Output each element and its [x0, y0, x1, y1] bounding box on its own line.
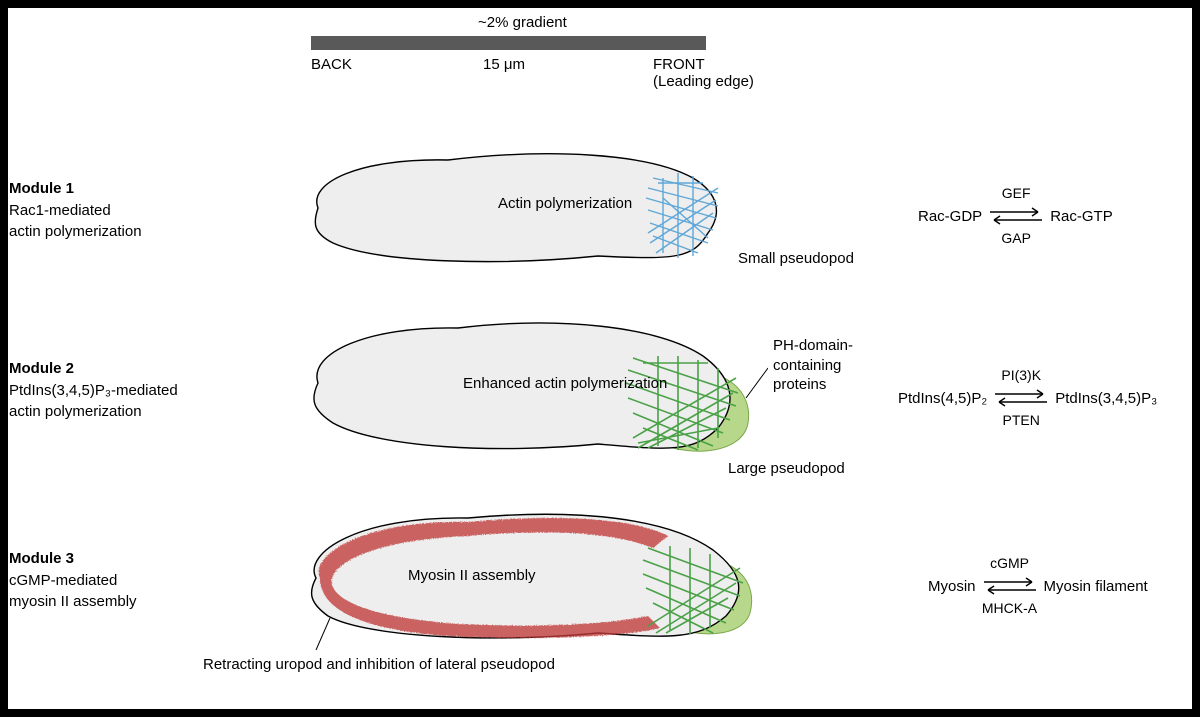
module2-line3: actin polymerization — [9, 403, 142, 420]
rxn2-right: PtdIns(3,4,5)P₃ — [1055, 390, 1157, 407]
module1-line2: Rac1-mediated — [9, 202, 111, 219]
figure-canvas: ~2% gradient BACK 15 μm FRONT (Leading e… — [8, 8, 1192, 709]
rxn3-arrows-col: cGMP MHCK-A — [982, 556, 1038, 617]
module1-title: Module 1 — [9, 180, 74, 197]
module2-cell-label: Enhanced actin polymerization — [463, 375, 667, 392]
rxn3-left: Myosin — [928, 578, 976, 595]
module2-title: Module 2 — [9, 360, 74, 377]
gradient-label-mid: 15 μm — [483, 56, 525, 73]
rxn1-bottom: GAP — [1001, 231, 1031, 246]
module1-cell: Actin polymerization — [298, 138, 748, 288]
module3-label: Module 3 cGMP-mediated myosin II assembl… — [9, 548, 137, 613]
module2-reaction: PtdIns(4,5)P₂ PI(3)K PTEN PtdIns(3,4,5)P… — [898, 368, 1157, 429]
rxn2-left: PtdIns(4,5)P₂ — [898, 390, 987, 407]
rxn3-right: Myosin filament — [1044, 578, 1148, 595]
ph-domain-label: PH-domain- containing proteins — [773, 336, 853, 395]
module2-cell: Enhanced actin polymerization — [298, 308, 768, 478]
module1-cell-label: Actin polymerization — [498, 195, 632, 212]
ph-label-1: PH-domain- — [773, 337, 853, 354]
uropod-pointer — [316, 618, 330, 650]
module3-line2: cGMP-mediated — [9, 572, 117, 589]
rxn1-top: GEF — [1002, 186, 1031, 201]
gradient-label-front: FRONT (Leading edge) — [653, 56, 754, 90]
gradient-bar — [311, 36, 706, 50]
module3-cell: Myosin II assembly — [298, 498, 768, 668]
module3-line3: myosin II assembly — [9, 593, 137, 610]
rxn1-left: Rac-GDP — [918, 208, 982, 225]
gradient-label-top: ~2% gradient — [478, 14, 567, 31]
rxn1-arrows-col: GEF GAP — [988, 186, 1044, 247]
gradient-label-back: BACK — [311, 56, 352, 73]
module2-line2: PtdIns(3,4,5)P₃-mediated — [9, 382, 178, 399]
reversible-arrows-icon — [993, 385, 1049, 411]
gradient-leading-edge-text: (Leading edge) — [653, 73, 754, 90]
ph-label-2: containing — [773, 357, 841, 374]
ph-label-3: proteins — [773, 376, 826, 393]
rxn2-bottom: PTEN — [1003, 413, 1040, 428]
module3-cell-label: Myosin II assembly — [408, 567, 536, 584]
reversible-arrows-icon — [988, 203, 1044, 229]
module1-reaction: Rac-GDP GEF GAP Rac-GTP — [918, 186, 1113, 247]
rxn1-right: Rac-GTP — [1050, 208, 1113, 225]
module2-label: Module 2 PtdIns(3,4,5)P₃-mediated actin … — [9, 358, 178, 423]
module3-reaction: Myosin cGMP MHCK-A Myosin filament — [928, 556, 1148, 617]
rxn3-top: cGMP — [990, 556, 1029, 571]
rxn2-arrows-col: PI(3)K PTEN — [993, 368, 1049, 429]
module3-bottom-label: Retracting uropod and inhibition of late… — [203, 656, 555, 673]
gradient-front-text: FRONT — [653, 56, 705, 73]
module3-title: Module 3 — [9, 550, 74, 567]
module1-line3: actin polymerization — [9, 223, 142, 240]
rxn3-bottom: MHCK-A — [982, 601, 1037, 616]
ph-pointer — [746, 368, 768, 398]
module1-pseudopod-label: Small pseudopod — [738, 250, 854, 267]
rxn2-top: PI(3)K — [1001, 368, 1041, 383]
module1-label: Module 1 Rac1-mediated actin polymerizat… — [9, 178, 142, 243]
reversible-arrows-icon — [982, 573, 1038, 599]
module2-pseudopod-label: Large pseudopod — [728, 460, 845, 477]
